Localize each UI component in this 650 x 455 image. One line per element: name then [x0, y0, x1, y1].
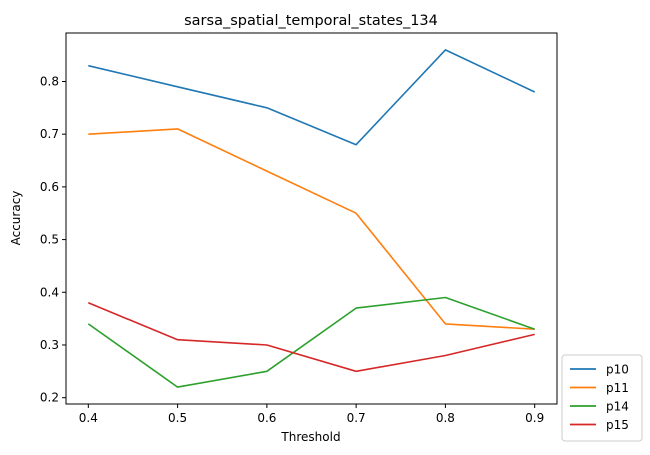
x-tick-label: 0.6	[257, 411, 276, 425]
legend: p10 p11 p14 p15	[561, 354, 643, 442]
x-tick-label: 0.7	[347, 411, 366, 425]
x-axis: 0.4 0.5 0.6 0.7 0.8 0.9	[79, 404, 544, 425]
series-line-p15	[87, 302, 535, 373]
x-tick-label: 0.9	[525, 411, 544, 425]
y-tick-label: 0.7	[40, 127, 59, 141]
chart-title: sarsa_spatial_temporal_states_134	[184, 13, 438, 29]
y-tick-label: 0.6	[40, 180, 59, 194]
x-axis-label: Threshold	[280, 430, 340, 444]
y-tick-label: 0.5	[40, 233, 59, 247]
plot-frame	[65, 32, 558, 405]
y-tick-label: 0.4	[40, 285, 59, 299]
legend-label-p15: p15	[606, 418, 629, 432]
y-axis: 0.2 0.3 0.4 0.5 0.6 0.7 0.8	[40, 74, 66, 405]
y-tick-label: 0.8	[40, 74, 59, 88]
y-tick-label: 0.3	[40, 338, 59, 352]
x-tick-label: 0.4	[79, 411, 98, 425]
legend-label-p11: p11	[606, 381, 629, 395]
x-tick-label: 0.5	[168, 411, 187, 425]
series-layer	[87, 49, 536, 388]
legend-box	[561, 354, 643, 442]
legend-label-p10: p10	[606, 363, 629, 377]
y-tick-label: 0.2	[40, 391, 59, 405]
series-line-p10	[88, 49, 536, 146]
y-axis-label: Accuracy	[9, 191, 23, 246]
series-line-p14	[87, 296, 535, 388]
legend-label-p14: p14	[606, 400, 629, 414]
x-tick-label: 0.8	[436, 411, 455, 425]
series-line-p11	[88, 128, 535, 330]
